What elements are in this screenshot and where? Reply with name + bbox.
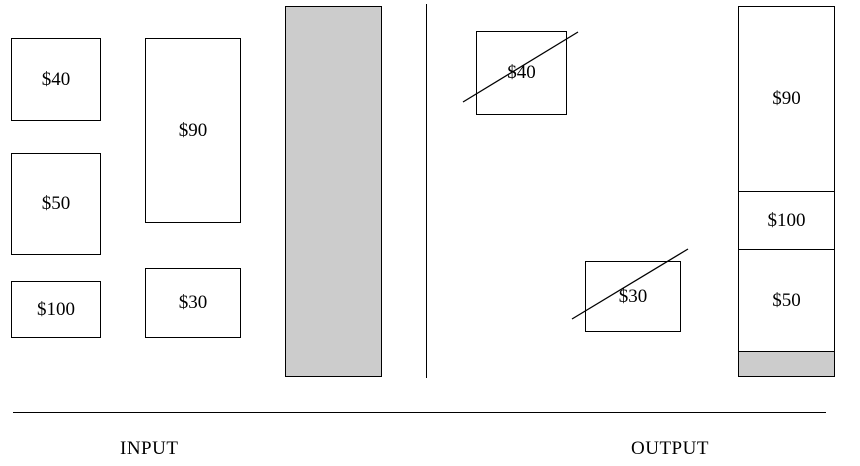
rejected-item-30: $30	[585, 261, 681, 332]
packed-item-90: $90	[738, 6, 835, 192]
rejected-item-40: $40	[476, 31, 567, 115]
rejected-item-label: $30	[618, 285, 648, 307]
input-item-40: $40	[11, 38, 101, 121]
input-bin	[285, 6, 382, 377]
center-divider	[426, 4, 428, 378]
output-caption: OUTPUT	[631, 438, 709, 459]
input-item-90: $90	[145, 38, 241, 223]
input-item-50: $50	[11, 153, 101, 255]
output-bin-remaining-space	[738, 351, 835, 377]
input-item-label: $50	[41, 193, 71, 214]
packed-item-label: $90	[772, 88, 801, 109]
input-item-label: $90	[178, 119, 208, 141]
rejected-item-label: $40	[507, 62, 536, 83]
input-item-label: $30	[178, 292, 208, 313]
input-item-label: $40	[41, 68, 71, 90]
input-item-label: $100	[37, 298, 75, 320]
input-item-30: $30	[145, 268, 241, 338]
input-caption: INPUT	[120, 438, 179, 459]
packed-item-50: $50	[738, 249, 835, 352]
packed-item-label: $100	[767, 209, 806, 231]
packed-item-100: $100	[738, 191, 835, 250]
packed-item-label: $50	[772, 289, 801, 311]
bottom-rule	[13, 412, 826, 414]
input-item-100: $100	[11, 281, 101, 338]
